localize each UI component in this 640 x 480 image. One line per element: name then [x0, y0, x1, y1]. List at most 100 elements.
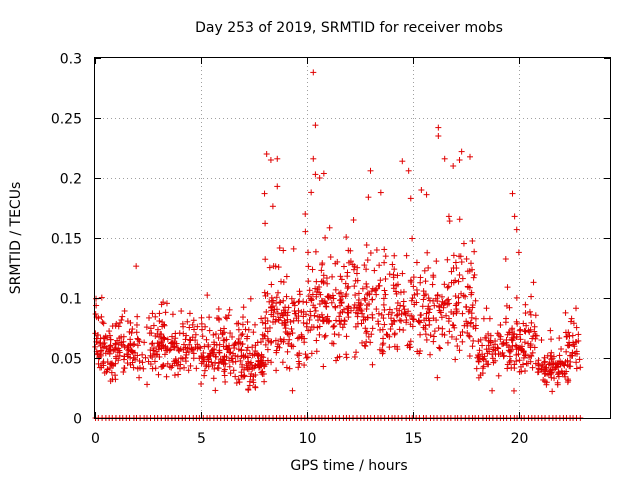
data-point — [158, 339, 165, 346]
data-point — [377, 189, 384, 196]
data-point — [506, 353, 513, 360]
data-point — [345, 283, 352, 290]
data-point — [156, 310, 163, 317]
data-point — [288, 325, 295, 332]
data-point — [387, 326, 394, 333]
data-point — [189, 346, 196, 353]
data-point — [240, 314, 247, 321]
data-point — [332, 286, 339, 293]
data-point — [351, 353, 358, 360]
x-tick-label: 0 — [91, 431, 100, 447]
data-point — [548, 336, 555, 343]
data-point — [299, 333, 306, 340]
data-point — [106, 350, 113, 357]
data-point — [158, 345, 165, 352]
data-point — [304, 354, 311, 361]
outlier-point — [274, 155, 281, 162]
data-point — [444, 256, 451, 263]
data-point — [438, 293, 445, 300]
outlier-point — [405, 167, 412, 174]
data-point — [259, 359, 266, 366]
data-point — [520, 349, 527, 356]
data-point — [150, 345, 157, 352]
data-point — [249, 362, 256, 369]
data-point — [302, 211, 309, 218]
data-point — [576, 356, 583, 363]
data-point — [453, 308, 460, 315]
data-point — [184, 318, 191, 325]
data-point — [233, 320, 240, 327]
data-point — [458, 259, 465, 266]
data-point — [333, 357, 340, 364]
data-point — [350, 266, 357, 273]
data-point — [216, 341, 223, 348]
data-point — [291, 299, 298, 306]
data-point — [577, 364, 584, 371]
data-point — [327, 294, 334, 301]
data-point — [222, 378, 229, 385]
data-point — [378, 311, 385, 318]
outlier-point — [450, 163, 457, 169]
data-point — [386, 271, 393, 278]
data-point — [455, 299, 462, 306]
data-point — [189, 334, 196, 341]
data-point — [320, 170, 327, 177]
data-point — [555, 373, 562, 380]
outlier-point — [513, 226, 520, 233]
data-point — [243, 347, 250, 354]
data-point — [305, 249, 312, 256]
data-point — [234, 353, 241, 360]
data-point — [303, 323, 310, 330]
data-point — [200, 349, 207, 356]
data-point — [403, 317, 410, 324]
data-point — [305, 278, 312, 285]
outlier-point — [310, 155, 317, 162]
data-point — [296, 298, 303, 305]
data-point — [434, 291, 441, 298]
data-point — [492, 347, 499, 354]
data-point — [468, 310, 475, 317]
data-point — [359, 285, 366, 292]
data-point — [169, 311, 176, 318]
data-point — [211, 341, 218, 348]
data-point — [472, 297, 479, 304]
data-point — [264, 317, 271, 324]
data-point — [100, 362, 107, 369]
data-point — [466, 284, 473, 291]
data-point — [391, 331, 398, 338]
data-point — [261, 289, 268, 296]
data-point — [510, 331, 517, 338]
data-point — [109, 362, 116, 369]
data-point — [502, 319, 509, 326]
data-point — [343, 351, 350, 358]
data-point — [264, 335, 271, 342]
data-point — [252, 362, 259, 369]
data-point — [164, 336, 171, 343]
data-point — [294, 335, 301, 342]
data-point — [566, 363, 573, 370]
data-point — [226, 306, 233, 313]
data-point — [549, 388, 556, 395]
data-point — [235, 376, 242, 383]
data-point — [452, 302, 459, 309]
data-point — [179, 355, 186, 362]
data-point — [217, 327, 224, 334]
data-point — [417, 331, 424, 338]
data-point — [184, 345, 191, 352]
x-tick-label: 10 — [299, 431, 317, 447]
data-point — [227, 330, 234, 337]
data-point — [134, 342, 141, 349]
data-point — [350, 304, 357, 311]
data-point — [113, 355, 120, 362]
data-point — [245, 326, 252, 333]
data-point — [112, 344, 119, 351]
data-point — [290, 245, 297, 252]
data-point — [523, 322, 530, 329]
data-point — [364, 290, 371, 297]
data-point — [363, 266, 370, 273]
data-point — [363, 338, 370, 345]
data-point — [445, 283, 452, 290]
data-point — [273, 347, 280, 354]
data-point — [254, 339, 261, 346]
data-point — [366, 291, 373, 298]
